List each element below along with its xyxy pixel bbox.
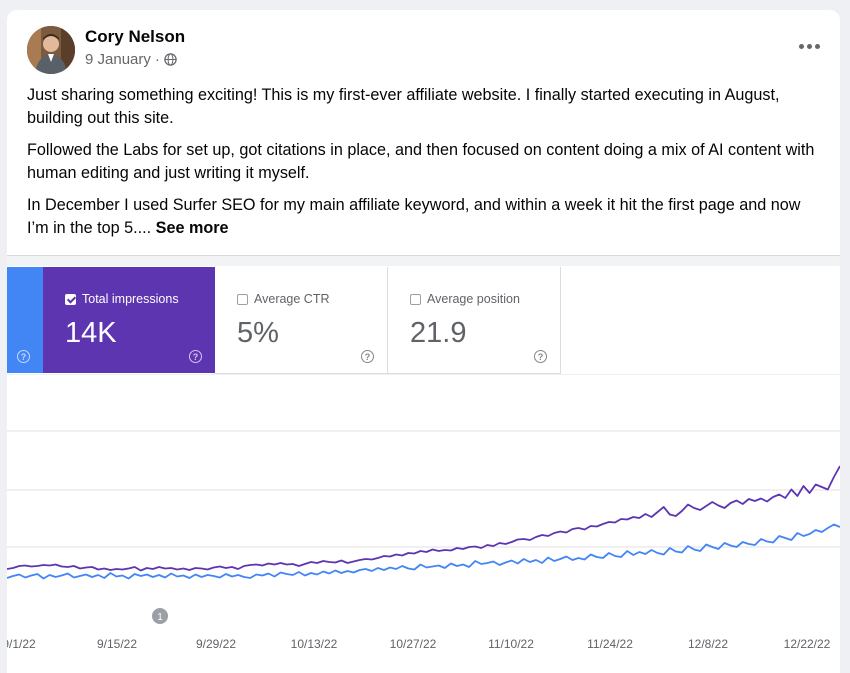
checkbox-icon[interactable] bbox=[237, 293, 248, 305]
performance-chart[interactable]: 1 9/1/22 9/15/22 9/29/22 10/13/22 10/27/22 11/… bbox=[7, 373, 840, 673]
metric-tile-impressions[interactable]: Total impressions 14K ? bbox=[43, 267, 215, 373]
metric-label: Total impressions bbox=[82, 292, 179, 306]
x-tick-label: 11/24/22 bbox=[587, 637, 633, 651]
x-tick-label: 9/1/22 bbox=[7, 637, 36, 651]
dot-icon bbox=[798, 43, 804, 49]
post-meta: 9 January · bbox=[85, 51, 177, 68]
avatar-photo bbox=[27, 26, 75, 74]
annotation-marker bbox=[152, 608, 168, 624]
post-date[interactable]: 9 January bbox=[85, 51, 151, 68]
more-options-button[interactable] bbox=[791, 34, 827, 58]
date-separator: · bbox=[154, 51, 160, 68]
x-tick-label: 11/10/22 bbox=[488, 637, 534, 651]
metric-value: 5% bbox=[237, 317, 279, 349]
help-icon[interactable]: ? bbox=[189, 350, 202, 363]
metric-tile-ctr[interactable]: Average CTR 5% ? bbox=[215, 267, 388, 374]
screenshot-top-strip bbox=[7, 256, 840, 266]
post-card: Cory Nelson 9 January · Just sharing som… bbox=[7, 10, 840, 673]
metric-tile-clicks[interactable]: ? bbox=[7, 267, 43, 373]
x-tick-label: 10/27/22 bbox=[390, 637, 437, 651]
search-console-screenshot[interactable]: ? Total impressions 14K ? Average CTR 5%… bbox=[7, 255, 840, 673]
annotation-label: 1 bbox=[157, 612, 163, 623]
chart-svg: 1 9/1/22 9/15/22 9/29/22 10/13/22 10/27/22 11/… bbox=[7, 373, 840, 651]
metric-label-row: Average CTR bbox=[237, 292, 330, 306]
dot-icon bbox=[806, 43, 812, 49]
metric-label-row: Total impressions bbox=[65, 292, 179, 306]
dot-icon bbox=[814, 43, 820, 49]
see-more-link[interactable]: See more bbox=[155, 219, 229, 237]
checkbox-icon[interactable] bbox=[410, 293, 421, 305]
metric-tile-position[interactable]: Average position 21.9 ? bbox=[388, 267, 561, 374]
series-line-clicks bbox=[7, 523, 840, 580]
metric-value: 14K bbox=[65, 317, 117, 349]
x-tick-label: 12/8/22 bbox=[688, 637, 728, 651]
x-tick-label: 9/29/22 bbox=[196, 637, 236, 651]
help-icon[interactable]: ? bbox=[17, 350, 30, 363]
post-paragraph: Just sharing something exciting! This is… bbox=[27, 86, 780, 127]
metric-label: Average position bbox=[427, 292, 520, 306]
checkbox-checked-icon[interactable] bbox=[65, 293, 76, 305]
help-icon[interactable]: ? bbox=[361, 350, 374, 363]
x-tick-label: 10/13/22 bbox=[291, 637, 338, 651]
help-icon[interactable]: ? bbox=[534, 350, 547, 363]
metric-value: 21.9 bbox=[410, 317, 467, 349]
post-paragraph-text: In December I used Surfer SEO for my mai… bbox=[27, 196, 801, 237]
x-tick-label: 12/22/22 bbox=[784, 637, 831, 651]
x-tick-label: 9/15/22 bbox=[97, 637, 137, 651]
metric-label: Average CTR bbox=[254, 292, 330, 306]
post-paragraph: In December I used Surfer SEO for my mai… bbox=[27, 194, 817, 240]
metric-label-row: Average position bbox=[410, 292, 520, 306]
globe-icon bbox=[164, 53, 177, 66]
post-body: Just sharing something exciting! This is… bbox=[27, 84, 817, 249]
series-line-impressions bbox=[7, 465, 840, 572]
author-name[interactable]: Cory Nelson bbox=[85, 27, 186, 46]
post-paragraph: Followed the Labs for set up, got citati… bbox=[27, 141, 815, 182]
post-header: Cory Nelson 9 January · bbox=[27, 26, 820, 76]
avatar[interactable] bbox=[27, 26, 75, 74]
